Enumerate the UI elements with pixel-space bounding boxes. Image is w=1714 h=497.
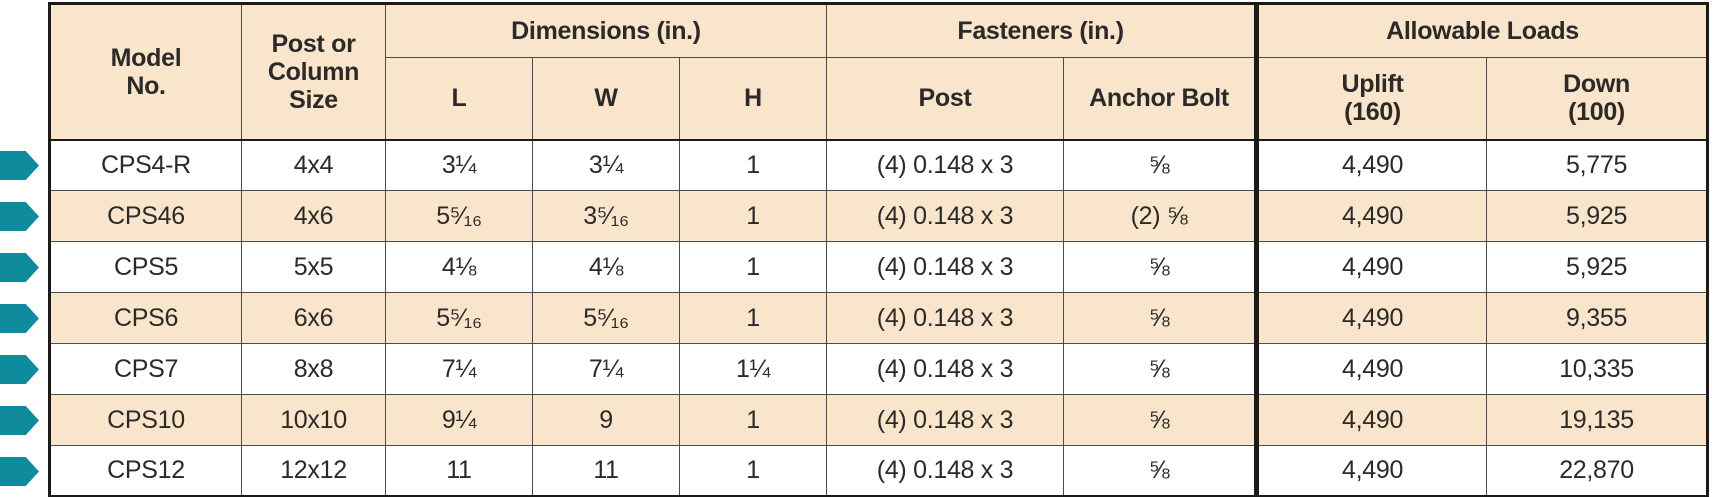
cell-post: (4) 0.148 x 3 (826, 241, 1065, 293)
cell-h: 1 (678, 190, 828, 242)
cell-down: 10,335 (1486, 343, 1709, 395)
cell-uplift: 4,490 (1254, 241, 1488, 293)
header-group-row: Model No. Post or Column Size Dimensions… (49, 3, 1709, 140)
cell-w: 5⁵⁄₁₆ (532, 292, 680, 344)
cell-anchor: ⅝ (1063, 241, 1258, 293)
cell-post: (4) 0.148 x 3 (826, 190, 1065, 242)
cell-h: 1 (678, 241, 828, 293)
row-marker-arrow-icon (0, 202, 39, 231)
cell-l: 4⅛ (385, 241, 533, 293)
header-w: W (532, 57, 680, 140)
cell-size: 10x10 (241, 394, 386, 446)
header-fasteners-group: Fasteners (in.) (826, 3, 1258, 58)
cell-model: CPS4-R (49, 139, 242, 191)
cell-h: 1 (678, 394, 828, 446)
cell-anchor: ⅝ (1063, 394, 1258, 446)
cell-uplift: 4,490 (1254, 394, 1488, 446)
cell-uplift: 4,490 (1254, 445, 1488, 497)
cell-down: 5,925 (1486, 190, 1709, 242)
cell-size: 6x6 (241, 292, 386, 344)
allowable-loads-table: Model No. Post or Column Size Dimensions… (48, 2, 1710, 497)
table-row: CPS46 4x6 5⁵⁄₁₆ 3⁵⁄₁₆ 1 (4) 0.148 x 3 (2) ⅝ 4,4… (49, 190, 1709, 242)
cell-l: 5⁵⁄₁₆ (385, 292, 533, 344)
cell-anchor: ⅝ (1063, 445, 1258, 497)
table-row: CPS4-R 4x4 3¼ 3¼ 1 (4) 0.148 x 3 ⅝ 4,490 5,775 (49, 139, 1709, 191)
header-down: Down (100) (1486, 57, 1709, 140)
cell-anchor: ⅝ (1063, 139, 1258, 191)
table-row: CPS7 8x8 7¼ 7¼ 1¼ (4) 0.148 x 3 ⅝ 4,490 10,335 (49, 343, 1709, 395)
cell-anchor: ⅝ (1063, 292, 1258, 344)
cell-model: CPS7 (49, 343, 242, 395)
cell-h: 1 (678, 139, 828, 191)
cell-size: 12x12 (241, 445, 386, 497)
cell-l: 9¼ (385, 394, 533, 446)
cell-uplift: 4,490 (1254, 343, 1488, 395)
cell-uplift: 4,490 (1254, 139, 1488, 191)
cell-post: (4) 0.148 x 3 (826, 445, 1065, 497)
cell-size: 4x4 (241, 139, 386, 191)
header-model-no: Model No. (49, 3, 242, 140)
table-row: CPS10 10x10 9¼ 9 1 (4) 0.148 x 3 ⅝ 4,490 19,135 (49, 394, 1709, 446)
row-marker-arrow-icon (0, 406, 39, 435)
table-row: CPS12 12x12 11 11 1 (4) 0.148 x 3 ⅝ 4,490 22,870 (49, 445, 1709, 497)
cell-l: 5⁵⁄₁₆ (385, 190, 533, 242)
header-sub-row: L W H Post Anchor Bolt Uplift (160) Down… (50, 57, 1709, 140)
header-h: H (678, 57, 828, 140)
header-l: L (385, 57, 533, 140)
cell-l: 11 (385, 445, 533, 497)
cell-down: 19,135 (1486, 394, 1709, 446)
cell-down: 22,870 (1486, 445, 1709, 497)
cell-down: 5,925 (1486, 241, 1709, 293)
cell-h: 1¼ (678, 343, 828, 395)
cell-size: 5x5 (241, 241, 386, 293)
header-anchor-bolt: Anchor Bolt (1063, 57, 1258, 140)
cell-w: 3⁵⁄₁₆ (532, 190, 680, 242)
row-marker-arrow-icon (0, 457, 39, 486)
header-uplift: Uplift (160) (1254, 57, 1488, 140)
cell-down: 5,775 (1486, 139, 1709, 191)
cell-anchor: (2) ⅝ (1063, 190, 1258, 242)
cell-w: 9 (532, 394, 680, 446)
table-row: CPS5 5x5 4⅛ 4⅛ 1 (4) 0.148 x 3 ⅝ 4,490 5,925 (49, 241, 1709, 293)
cell-l: 3¼ (385, 139, 533, 191)
cell-post: (4) 0.148 x 3 (826, 139, 1065, 191)
row-marker-arrow-icon (0, 253, 39, 282)
header-allowable-loads-group: Allowable Loads (1254, 3, 1709, 58)
table-row: CPS6 6x6 5⁵⁄₁₆ 5⁵⁄₁₆ 1 (4) 0.148 x 3 ⅝ 4,490 9,3… (49, 292, 1709, 344)
cell-w: 11 (532, 445, 680, 497)
row-marker-arrow-icon (0, 355, 39, 384)
cell-post: (4) 0.148 x 3 (826, 343, 1065, 395)
table-body: CPS4-R 4x4 3¼ 3¼ 1 (4) 0.148 x 3 ⅝ 4,490 5,775 CP… (49, 139, 1709, 497)
header-post-or-column-size: Post or Column Size (241, 3, 386, 140)
cell-model: CPS10 (49, 394, 242, 446)
cell-anchor: ⅝ (1063, 343, 1258, 395)
cell-down: 9,355 (1486, 292, 1709, 344)
cell-model: CPS5 (49, 241, 242, 293)
header-post: Post (826, 57, 1065, 140)
row-marker-arrow-icon (0, 151, 39, 180)
cell-w: 7¼ (532, 343, 680, 395)
cell-size: 8x8 (241, 343, 386, 395)
row-marker-arrow-icon (0, 304, 39, 333)
cell-uplift: 4,490 (1254, 190, 1488, 242)
cell-uplift: 4,490 (1254, 292, 1488, 344)
cell-model: CPS6 (49, 292, 242, 344)
table-header: Model No. Post or Column Size Dimensions… (49, 3, 1709, 140)
cell-h: 1 (678, 292, 828, 344)
cell-model: CPS12 (49, 445, 242, 497)
cell-post: (4) 0.148 x 3 (826, 292, 1065, 344)
cell-w: 3¼ (532, 139, 680, 191)
cell-w: 4⅛ (532, 241, 680, 293)
cell-model: CPS46 (49, 190, 242, 242)
cell-l: 7¼ (385, 343, 533, 395)
header-dimensions-group: Dimensions (in.) (384, 3, 828, 58)
cell-h: 1 (678, 445, 828, 497)
cell-post: (4) 0.148 x 3 (826, 394, 1065, 446)
cell-size: 4x6 (241, 190, 386, 242)
